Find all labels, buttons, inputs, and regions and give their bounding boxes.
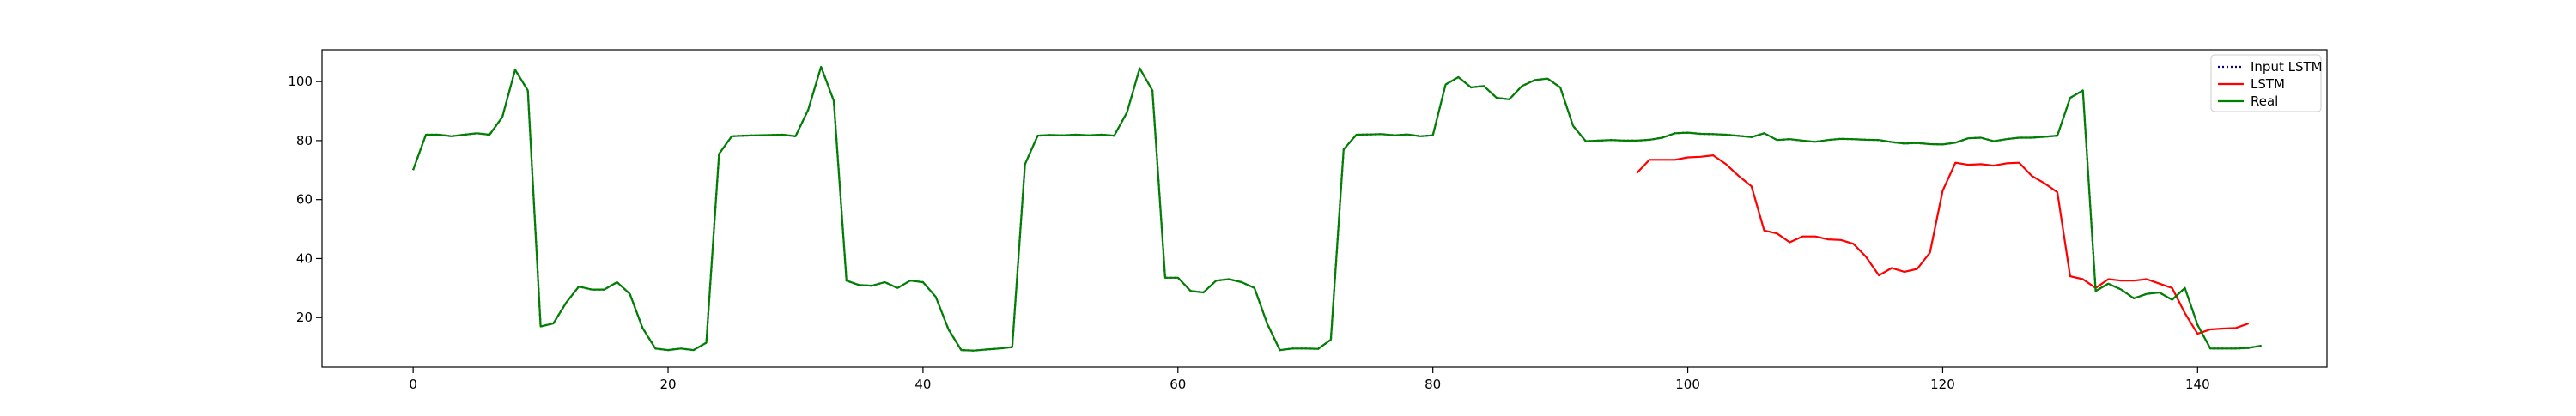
- x-tick-label: 40: [914, 377, 931, 392]
- x-axis: 0 20 40 60 80 100 120 140: [409, 367, 2210, 392]
- x-tick-label: 100: [1675, 377, 1700, 392]
- y-tick-label: 100: [288, 74, 313, 89]
- legend-label: Real: [2251, 93, 2278, 109]
- series-layer: [412, 65, 2262, 352]
- legend-label: Input LSTM: [2251, 59, 2323, 75]
- x-tick-label: 60: [1170, 377, 1186, 392]
- y-tick-label: 20: [296, 310, 313, 325]
- x-tick-label: 120: [1930, 377, 1955, 392]
- legend-box: [2210, 54, 2322, 112]
- y-tick-label: 60: [296, 192, 313, 208]
- axes-frame: [321, 49, 2328, 368]
- series-line-real: [412, 65, 2262, 352]
- x-tick-label: 140: [2185, 377, 2210, 392]
- plot-frame: [321, 49, 2328, 368]
- x-tick-label: 20: [659, 377, 676, 392]
- series-line-lstm: [1636, 154, 2250, 335]
- x-tick-label: 80: [1425, 377, 1441, 392]
- legend-label: LSTM: [2251, 76, 2285, 92]
- y-tick-label: 40: [296, 250, 313, 266]
- x-tick-label: 0: [409, 377, 417, 392]
- series-line-input-lstm: [412, 65, 2262, 352]
- y-axis: 20 40 60 80 100: [288, 74, 322, 325]
- y-tick-label: 80: [296, 133, 313, 148]
